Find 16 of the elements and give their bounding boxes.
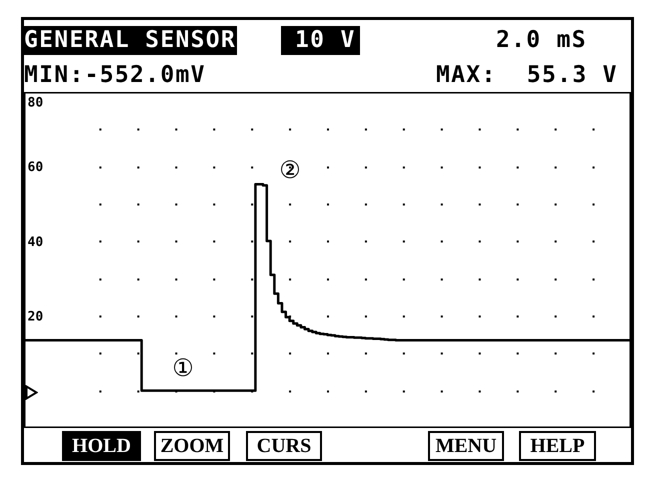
label-box: GENERAL SENSOR xyxy=(24,26,237,55)
button: ZOOM xyxy=(154,431,230,461)
y-tick-label: 60 xyxy=(28,160,44,176)
y-tick-label: 20 xyxy=(28,310,44,324)
button: HOLD xyxy=(62,431,141,461)
button: CURS xyxy=(246,431,322,461)
button: HELP xyxy=(519,431,596,461)
button: MENU xyxy=(428,431,504,461)
text: MIN:-552.0mV xyxy=(24,62,206,88)
annotation: ② xyxy=(279,156,301,184)
text: MAX: 55.3 V xyxy=(436,62,618,88)
y-tick-label: 40 xyxy=(28,234,44,250)
label-box: 10 V xyxy=(281,26,360,55)
annotation: ① xyxy=(172,354,194,382)
y-tick-label: 80 xyxy=(28,96,44,110)
text: 2.0 mS xyxy=(496,27,587,53)
